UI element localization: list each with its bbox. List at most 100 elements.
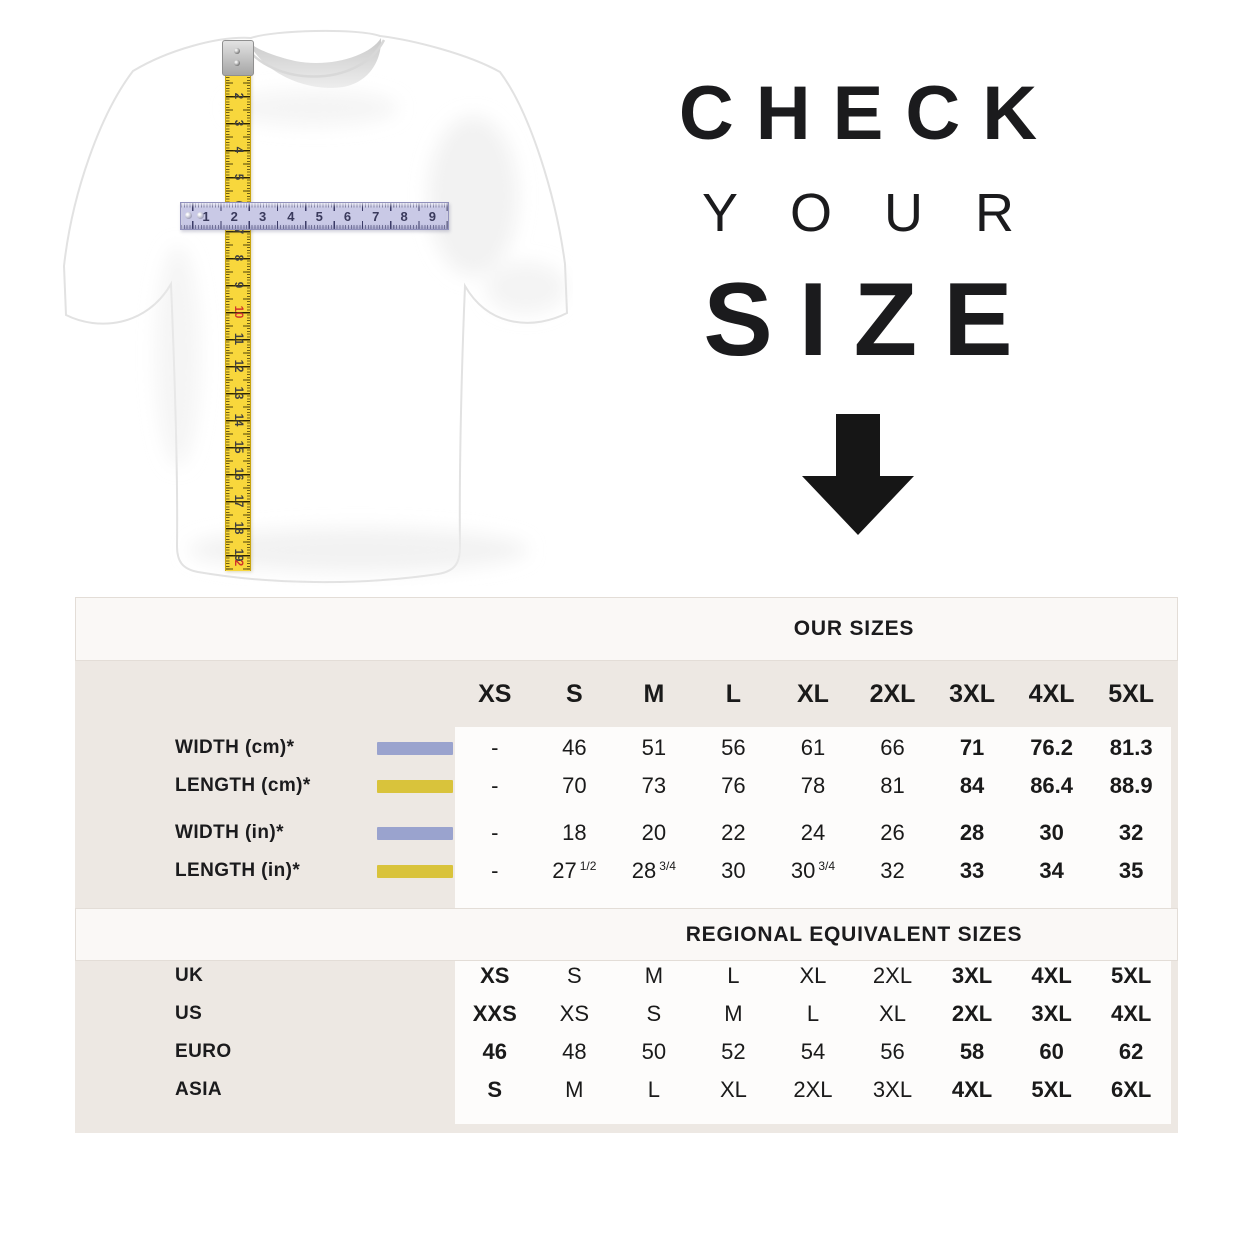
tape-number: 18: [232, 521, 244, 535]
size-value: 2XL: [793, 1077, 833, 1102]
tape-number: 4: [232, 146, 244, 154]
size-value: S: [487, 1077, 503, 1102]
horizontal-ruler: 1 2 3 4 5 6 7 8 9: [180, 202, 449, 230]
size-value: 46: [482, 1039, 508, 1064]
measurement-rows: WIDTH (cm)* - 46 51 56 61 66 71 76.2 81.3 LENGTH (…: [75, 729, 1171, 890]
size-value: 86.4: [1030, 773, 1074, 798]
size-column-header: M: [643, 679, 665, 708]
size-column-header: S: [565, 679, 583, 708]
tape-number: 14: [232, 413, 244, 427]
size-column-header: 3XL: [949, 679, 995, 708]
size-value: 4XL: [1031, 963, 1072, 988]
size-value: 33: [959, 858, 985, 883]
size-value: 18: [562, 820, 587, 845]
size-value: 62: [1118, 1039, 1144, 1064]
size-value: 30: [1039, 820, 1064, 845]
size-value: 81.3: [1109, 735, 1153, 760]
row-label: US: [175, 1003, 203, 1024]
size-value: 3XL: [1031, 1001, 1072, 1026]
tape-end-clip: [222, 40, 254, 76]
regional-rows: UK XS S M L XL 2XL 3XL 4XL 5XL US XXS XS S M L XL 2XL 3XL 4…: [75, 957, 1171, 1109]
size-value: -: [491, 858, 499, 883]
size-value: -: [491, 820, 499, 845]
tape-number: 11: [232, 332, 244, 346]
size-value: S: [646, 1001, 662, 1026]
size-value: 2XL: [951, 1001, 993, 1026]
size-value: 66: [880, 735, 905, 760]
size-value: 27 1/2: [552, 858, 597, 883]
size-value: XXS: [472, 1001, 517, 1026]
title-line-your: YOUR: [701, 183, 1066, 243]
size-value: 78: [800, 773, 826, 798]
size-value: 28: [959, 820, 985, 845]
size-value: 61: [800, 735, 826, 760]
row-label: ASIA: [175, 1079, 222, 1100]
color-swatch-wrap: [375, 826, 455, 840]
our-sizes-title: OUR SIZES: [793, 617, 915, 640]
size-value: 56: [721, 735, 746, 760]
ruler-number: 8: [400, 209, 408, 224]
table-row: EURO 46 48 50 52 54 56 58 60 62: [75, 1033, 1171, 1071]
ruler-number: 7: [372, 209, 380, 224]
size-value: 2XL: [872, 963, 913, 988]
table-row: WIDTH (cm)* - 46 51 56 61 66 71 76.2 81.3: [75, 729, 1171, 767]
our-sizes-band: OUR SIZES: [75, 597, 1178, 661]
size-value: 32: [880, 858, 905, 883]
size-value: 56: [880, 1039, 905, 1064]
size-value: 34: [1039, 858, 1064, 883]
tape-number: 12: [232, 359, 244, 373]
size-value: XS: [559, 1001, 589, 1026]
size-value: 70: [562, 773, 587, 798]
table-row: UK XS S M L XL 2XL 3XL 4XL 5XL: [75, 957, 1171, 995]
ruler-number: 9: [428, 209, 437, 224]
size-value: 30 3/4: [790, 858, 836, 883]
color-swatch-wrap: [375, 779, 455, 793]
ruler-number: 1: [202, 209, 210, 224]
size-header-row: XS S M L XL 2XL 3XL 4XL 5XL: [75, 661, 1171, 727]
size-column-header: 5XL: [1108, 679, 1155, 708]
row-label: LENGTH (cm)*: [175, 775, 311, 796]
regional-band: REGIONAL EQUIVALENT SIZES: [75, 908, 1178, 961]
tshirt-shading: [156, 90, 566, 572]
table-row: LENGTH (in)* - 27 1/2 28 3/4 30 30 3/4 32 33 34 35: [75, 852, 1171, 890]
size-value: 76.2: [1030, 735, 1074, 760]
row-label: UK: [175, 965, 204, 986]
title-line-check: CHECK: [678, 71, 1060, 156]
measurements-panel: [455, 727, 1171, 908]
ruler-number: 4: [287, 209, 295, 224]
size-value: 6XL: [1110, 1077, 1152, 1102]
size-value: XL: [799, 963, 827, 988]
size-value: L: [806, 1001, 820, 1026]
size-value: 51: [641, 735, 667, 760]
size-column-header: L: [725, 679, 742, 708]
size-value: XS: [480, 963, 510, 988]
size-value: 71: [959, 735, 985, 760]
size-value: 24: [800, 820, 826, 845]
size-value: 58: [959, 1039, 985, 1064]
tshirt-neck-opening: [248, 38, 382, 88]
size-column-header: 2XL: [869, 679, 916, 708]
size-value: 30: [721, 858, 746, 883]
size-value: 54: [800, 1039, 826, 1064]
color-swatch-wrap: [375, 864, 455, 878]
size-value: 73: [641, 773, 667, 798]
size-value: XL: [719, 1077, 747, 1102]
tape-number: 8: [232, 254, 244, 262]
row-label: WIDTH (in)*: [175, 822, 284, 843]
tape-number: 10: [232, 305, 244, 319]
vertical-measuring-tape: 123456789101112131415161718192: [225, 42, 251, 571]
regional-panel: [455, 961, 1171, 1124]
measure-swatch: [377, 741, 453, 755]
size-value: 50: [641, 1039, 667, 1064]
ruler-number: 5: [315, 209, 323, 224]
tape-number: 13: [232, 386, 244, 400]
size-column-header: XS: [478, 679, 512, 708]
size-value: 5XL: [1110, 963, 1152, 988]
title-line-size: SIZE: [703, 262, 1039, 378]
down-arrow-icon: [802, 414, 914, 535]
size-value: 76: [721, 773, 746, 798]
size-value: L: [727, 963, 740, 988]
size-value: -: [491, 735, 499, 760]
row-label: EURO: [175, 1041, 232, 1062]
tape-number: 2: [232, 92, 244, 100]
